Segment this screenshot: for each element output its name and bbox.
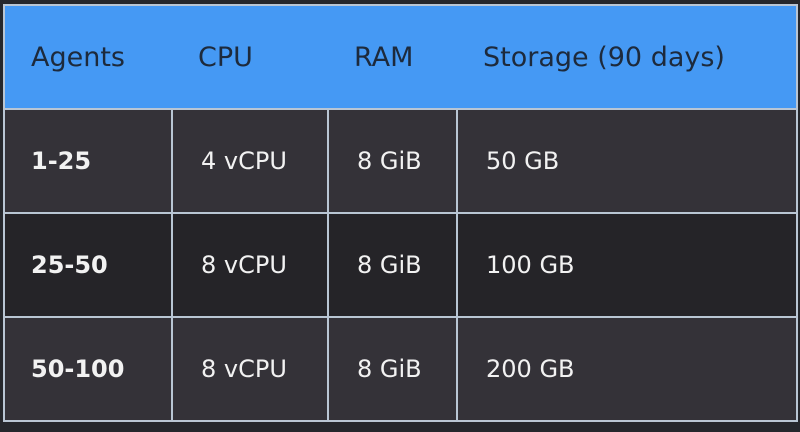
cell-cpu: 8 vCPU xyxy=(171,316,329,422)
cell-agents: 1-25 xyxy=(3,108,173,214)
header-cpu: CPU xyxy=(172,5,328,109)
cell-cpu: 4 vCPU xyxy=(171,108,329,214)
requirements-table: Agents CPU RAM Storage (90 days) 1-25 4 … xyxy=(3,4,798,422)
header-agents: Agents xyxy=(4,5,172,109)
cell-agents: 50-100 xyxy=(3,316,173,422)
cell-storage: 100 GB xyxy=(456,212,798,318)
cell-agents: 25-50 xyxy=(3,212,173,318)
cell-ram: 8 GiB xyxy=(327,212,458,318)
table-row: 25-50 8 vCPU 8 GiB 100 GB xyxy=(3,212,798,318)
table-header-row: Agents CPU RAM Storage (90 days) xyxy=(4,5,797,109)
table-row: 50-100 8 vCPU 8 GiB 200 GB xyxy=(3,316,798,422)
cell-storage: 200 GB xyxy=(456,316,798,422)
header-ram: RAM xyxy=(328,5,457,109)
header-storage: Storage (90 days) xyxy=(457,5,797,109)
table-row: 1-25 4 vCPU 8 GiB 50 GB xyxy=(3,108,798,214)
cell-ram: 8 GiB xyxy=(327,108,458,214)
cell-cpu: 8 vCPU xyxy=(171,212,329,318)
cell-ram: 8 GiB xyxy=(327,316,458,422)
cell-storage: 50 GB xyxy=(456,108,798,214)
